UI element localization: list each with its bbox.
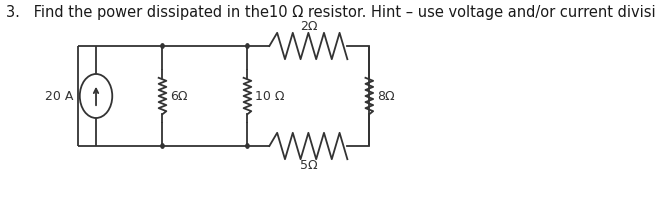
Text: 3.   Find the power dissipated in the10 Ω resistor. Hint – use voltage and/or cu: 3. Find the power dissipated in the10 Ω … [6, 5, 655, 20]
Circle shape [246, 44, 249, 48]
Text: 8Ω: 8Ω [377, 90, 394, 102]
Circle shape [161, 44, 164, 48]
Text: 6Ω: 6Ω [170, 90, 187, 102]
Circle shape [161, 144, 164, 148]
Circle shape [246, 144, 249, 148]
Text: 5Ω: 5Ω [299, 159, 317, 172]
Text: 20 A: 20 A [45, 90, 74, 102]
Text: 10 Ω: 10 Ω [255, 90, 284, 102]
Text: 2Ω: 2Ω [299, 20, 317, 33]
